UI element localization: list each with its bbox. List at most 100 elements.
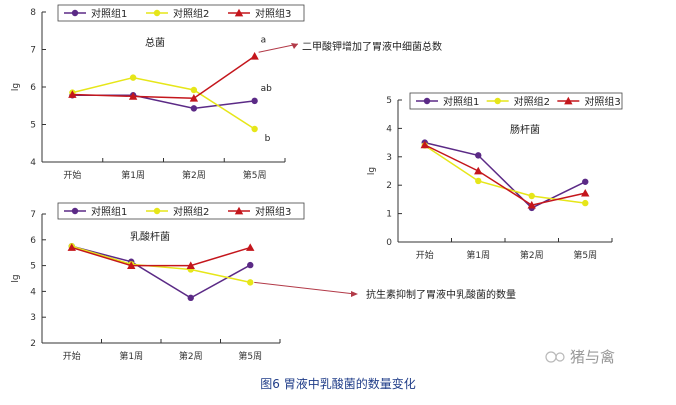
x-tick-label: 开始	[63, 350, 81, 362]
data-point	[251, 97, 258, 105]
legend-entry: 对照组2	[514, 95, 550, 108]
x-tick-label: 第2周	[182, 169, 206, 181]
legend-entry: 对照组1	[91, 7, 127, 20]
y-tick-label: 1	[386, 210, 392, 220]
data-point	[247, 279, 254, 286]
legend-swatch-marker	[71, 9, 79, 17]
legend-box	[57, 4, 305, 22]
data-point	[247, 261, 254, 269]
data-point	[474, 166, 483, 175]
legend-box	[409, 92, 623, 110]
legend-swatch-marker	[564, 96, 573, 105]
y-tick-label: 5	[30, 121, 36, 131]
series-line	[424, 144, 586, 206]
data-point	[128, 92, 138, 100]
watermark-text: 猪与禽	[570, 348, 615, 366]
chart-title: 肠杆菌	[510, 124, 540, 136]
series-3	[420, 140, 590, 209]
y-tick-label: 2	[386, 181, 392, 191]
figure-caption: 图6 胃液中乳酸菌的数量变化	[260, 376, 415, 391]
y-tick-label: 6	[30, 83, 36, 93]
data-point	[189, 94, 199, 102]
x-tick-label: 第2周	[179, 350, 203, 362]
data-point	[527, 200, 536, 209]
y-tick-label: 7	[30, 210, 36, 220]
annotation-text: 抗生素抑制了胃液中乳酸菌的数量	[366, 288, 516, 301]
y-tick-label: 6	[30, 236, 36, 246]
watermark-logo-icon	[545, 351, 557, 363]
legend-swatch-marker	[153, 9, 161, 17]
significance-label: a	[261, 35, 267, 45]
legend-box	[57, 202, 305, 220]
data-point	[127, 261, 136, 269]
x-tick-label: 第5周	[573, 249, 597, 261]
y-tick-label: 5	[30, 262, 36, 272]
annotation-arrowhead	[291, 43, 298, 49]
data-point	[68, 90, 77, 98]
data-point	[187, 294, 194, 302]
y-tick-label: 3	[30, 313, 36, 323]
legend: 对照组1 对照组2 对照组3	[57, 4, 305, 22]
series-3	[68, 52, 259, 102]
watermark: 猪与禽	[545, 348, 615, 366]
y-axis-label: lg	[11, 274, 21, 282]
chart-2: 0 1 2 3 4 5 开始 第1周 第2周 第5周 lg 肠杆菌 对照组1 对照组2 对照组3	[367, 92, 623, 261]
y-tick-label: 4	[386, 124, 392, 134]
data-point	[67, 243, 76, 251]
data-point	[129, 74, 137, 81]
y-tick-label: 2	[30, 339, 36, 349]
series-2	[421, 142, 589, 207]
x-tick-label: 第5周	[238, 350, 262, 362]
annotation-arrowhead	[351, 291, 358, 297]
legend-swatch-marker	[71, 207, 79, 215]
x-tick-label: 第5周	[243, 169, 267, 181]
x-tick-label: 第1周	[466, 249, 490, 261]
x-tick-label: 开始	[416, 249, 434, 261]
legend-entry: 对照组3	[255, 205, 291, 218]
chart-1: 4 5 6 7 8 开始 第1周 第2周 第5周 lg 总菌 对照组1 对照组2 对照组3 a ab b 二甲酸钾…	[11, 4, 442, 181]
x-tick-label: 第1周	[119, 350, 143, 362]
legend-swatch-marker	[234, 206, 244, 215]
series-1	[68, 243, 254, 302]
data-point	[581, 188, 590, 197]
legend-swatch-marker	[494, 97, 501, 105]
y-tick-label: 8	[30, 8, 36, 18]
significance-label: ab	[261, 84, 273, 94]
data-point	[582, 199, 589, 207]
x-tick-label: 开始	[63, 169, 81, 181]
data-point	[528, 192, 535, 200]
series-line	[424, 141, 586, 209]
y-tick-label: 0	[386, 238, 392, 248]
annotation-arrow	[258, 43, 299, 53]
series-line	[72, 76, 256, 130]
annotation-text: 二甲酸钾增加了胃液中细菌总数	[302, 40, 442, 53]
series-line	[71, 245, 251, 299]
x-tick-label: 第1周	[121, 169, 145, 181]
data-point	[190, 86, 198, 94]
watermark-logo-icon-2	[555, 352, 565, 362]
data-point	[186, 261, 195, 269]
y-tick-label: 4	[30, 158, 36, 168]
data-point	[190, 105, 198, 112]
data-point	[582, 178, 589, 185]
series-3	[67, 243, 255, 269]
series-line	[71, 245, 251, 284]
annotation-arrow	[254, 281, 356, 295]
y-axis-label: lg	[11, 83, 21, 91]
data-point	[475, 152, 482, 159]
legend-entry: 对照组2	[173, 7, 209, 20]
legend-swatch-marker	[423, 97, 431, 105]
legend: 对照组1 对照组2 对照组3	[409, 92, 623, 110]
y-tick-label: 4	[30, 287, 36, 297]
legend-entry: 对照组2	[173, 205, 209, 218]
chart-title: 乳酸杆菌	[130, 230, 170, 243]
y-axis-label: lg	[367, 167, 377, 175]
series-line	[424, 144, 586, 204]
y-tick-label: 7	[30, 46, 36, 56]
x-tick-label: 第2周	[520, 249, 544, 261]
series-line	[72, 55, 256, 100]
